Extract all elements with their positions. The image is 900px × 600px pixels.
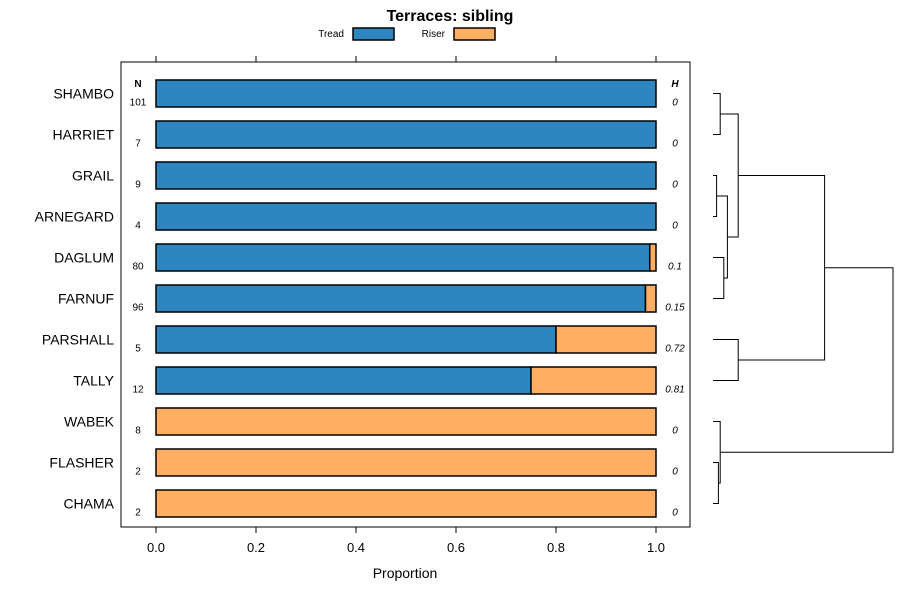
n-value-parshall: 5 xyxy=(135,344,141,355)
dendrogram xyxy=(713,93,894,504)
n-value-shambo: 101 xyxy=(130,98,147,109)
h-value-harriet: 0 xyxy=(672,139,678,150)
category-label-parshall: PARSHALL xyxy=(42,332,114,348)
n-value-tally: 12 xyxy=(132,385,144,396)
bars xyxy=(155,79,657,518)
h-value-shambo: 0 xyxy=(672,98,678,109)
legend: Tread Riser xyxy=(318,27,496,41)
legend-label-tread: Tread xyxy=(318,29,344,40)
n-value-arnegard: 4 xyxy=(135,221,141,232)
x-axis: 0.0 0.2 0.4 0.6 0.8 1.0 xyxy=(147,56,665,555)
dendrogram-link-5 xyxy=(720,113,739,238)
category-label-daglum: DAGLUM xyxy=(54,250,114,266)
dendrogram-link-6 xyxy=(713,339,739,381)
bar-riser-wabek xyxy=(155,407,657,436)
category-label-tally: TALLY xyxy=(73,373,114,389)
h-value-daglum: 0.1 xyxy=(668,262,682,273)
h-value-farnuf: 0.15 xyxy=(665,303,685,314)
x-tick-label-3: 0.6 xyxy=(447,540,465,555)
x-tick-label-0: 0.0 xyxy=(147,540,165,555)
bar-tread-farnuf xyxy=(155,284,647,313)
bar-tread-arnegard xyxy=(155,202,657,231)
h-value-wabek: 0 xyxy=(672,426,678,437)
h-value-grail: 0 xyxy=(672,180,678,191)
x-tick-label-5: 1.0 xyxy=(647,540,665,555)
category-label-grail: GRAIL xyxy=(72,168,114,184)
dendrogram-link-8 xyxy=(713,462,719,504)
category-label-chama: CHAMA xyxy=(63,496,114,512)
h-value-tally: 0.81 xyxy=(665,385,684,396)
x-tick-label-4: 0.8 xyxy=(547,540,565,555)
h-value-flasher: 0 xyxy=(672,467,678,478)
bar-tread-daglum xyxy=(155,243,651,272)
n-value-flasher: 2 xyxy=(135,467,141,478)
bar-riser-parshall xyxy=(555,325,657,354)
bar-tread-grail xyxy=(155,161,657,190)
bar-riser-tally xyxy=(530,366,657,395)
category-label-flasher: FLASHER xyxy=(49,455,114,471)
category-label-arnegard: ARNEGARD xyxy=(35,209,114,225)
dendrogram-link-2 xyxy=(713,175,718,217)
h-column-header: H xyxy=(671,79,679,90)
bar-riser-daglum xyxy=(649,243,657,272)
h-value-parshall: 0.72 xyxy=(665,344,685,355)
n-value-grail: 9 xyxy=(135,180,141,191)
row-labels: SHAMBO 101 0 HARRIET 7 0 GRAIL 9 0 ARNEGARD 4 0 DAGL… xyxy=(35,86,686,519)
n-value-harriet: 7 xyxy=(135,139,141,150)
x-axis-label: Proportion xyxy=(373,565,438,581)
h-value-arnegard: 0 xyxy=(672,221,678,232)
dendrogram-link-10 xyxy=(720,267,894,453)
dendrogram-link-9 xyxy=(713,421,721,484)
plot-frame xyxy=(120,61,691,528)
legend-swatch-riser xyxy=(453,27,496,41)
bar-riser-farnuf xyxy=(644,284,657,313)
category-label-shambo: SHAMBO xyxy=(53,86,114,102)
dendrogram-link-1 xyxy=(713,93,721,135)
x-tick-label-1: 0.2 xyxy=(247,540,265,555)
legend-label-riser: Riser xyxy=(422,29,446,40)
category-label-wabek: WABEK xyxy=(64,414,115,430)
n-column-header: N xyxy=(134,79,141,90)
h-value-chama: 0 xyxy=(672,508,678,519)
x-tick-label-2: 0.4 xyxy=(347,540,365,555)
dendrogram-link-7 xyxy=(738,175,826,361)
dendrogram-link-3 xyxy=(713,257,725,299)
bar-tread-parshall xyxy=(155,325,557,354)
n-value-daglum: 80 xyxy=(132,262,144,273)
n-value-wabek: 8 xyxy=(135,426,141,437)
dendrogram-link-4 xyxy=(716,195,728,279)
chart-title: Terraces: sibling xyxy=(387,8,514,25)
category-label-farnuf: FARNUF xyxy=(58,291,114,307)
bar-tread-shambo xyxy=(155,79,657,108)
legend-swatch-tread xyxy=(352,27,395,41)
category-label-harriet: HARRIET xyxy=(53,127,115,143)
n-value-chama: 2 xyxy=(135,508,141,519)
bar-tread-harriet xyxy=(155,120,657,149)
bar-tread-tally xyxy=(155,366,532,395)
n-value-farnuf: 96 xyxy=(132,303,144,314)
bar-riser-chama xyxy=(155,489,657,518)
bar-riser-flasher xyxy=(155,448,657,477)
